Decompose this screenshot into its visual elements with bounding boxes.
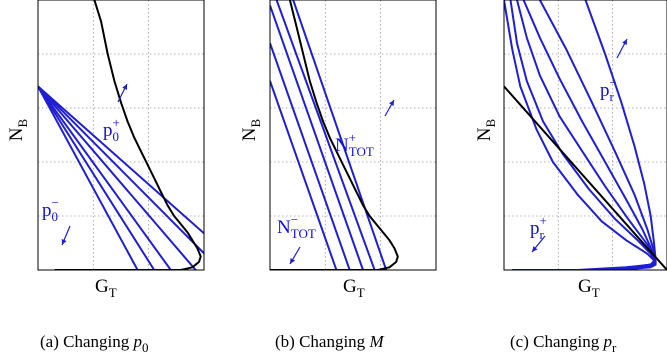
panel-a-caption: (a) Changing p0 [40,332,148,355]
panel-c-arrows [531,38,628,253]
panel-a-axes-frame [37,0,205,271]
arrow-head [290,258,295,264]
series-line-5 [292,0,388,270]
arrow-head [389,100,394,106]
panel-b: NB GT N+ TOT N− TOT (b) Changing M [239,0,437,351]
reference-curve [270,0,399,270]
panel-b-series [270,0,399,270]
panel-c-axes-frame [503,0,667,271]
panel-c-y-axis-label: NB [474,118,498,141]
panel-b-y-axis-label: NB [239,118,263,141]
panel-b-annotation-ntot-minus: N− TOT [277,212,316,241]
arrow-head [622,39,627,45]
panel-a: NB GT p+ 0 p− 0 (a) Changing p0 [6,0,205,355]
panel-a-grid [38,0,204,270]
series-line-2 [38,85,156,270]
series-line-3 [38,85,172,270]
panel-b-grid [270,0,436,270]
panel-c-grid [504,0,667,270]
panel-b-annotation-ntot-plus: N+ TOT [335,130,374,159]
arrow-head [61,239,67,245]
panel-b-caption: (b) Changing M [275,332,384,351]
panel-a-annotation-p0-minus: p− 0 [42,195,59,224]
panel-c-caption: (c) Changing pr [510,332,617,355]
series-line-5 [38,85,204,255]
panel-a-series [38,0,204,270]
series-line-6 [38,85,204,235]
panel-c-x-axis-label: GT [578,276,600,300]
reference-curve [504,85,667,270]
series-line-1 [38,85,139,270]
panel-c-annotation-pr-plus: p+ r [530,213,547,242]
panel-b-arrows [289,99,395,265]
series-line-6 [512,0,657,270]
panel-c-annotation-pr-minus: p− r [600,75,617,104]
series-line-2 [270,42,351,270]
arrow-head [122,84,127,90]
series-line-1 [270,80,338,270]
series-line-4 [275,0,376,270]
panel-a-annotation-p0-plus: p+ 0 [103,115,120,144]
panel-c-series [504,0,667,270]
panel-b-axes-frame [269,0,437,271]
series-line-4 [38,85,197,270]
panel-b-x-axis-label: GT [343,276,365,300]
panel-a-x-axis-label: GT [95,276,117,300]
panel-a-arrows [61,83,128,246]
arrow-head [532,246,538,252]
panel-a-y-axis-label: NB [6,118,30,141]
panel-c: NB GT p− r p+ r (c) Changing pr [474,0,667,355]
series-line-3 [270,5,364,270]
